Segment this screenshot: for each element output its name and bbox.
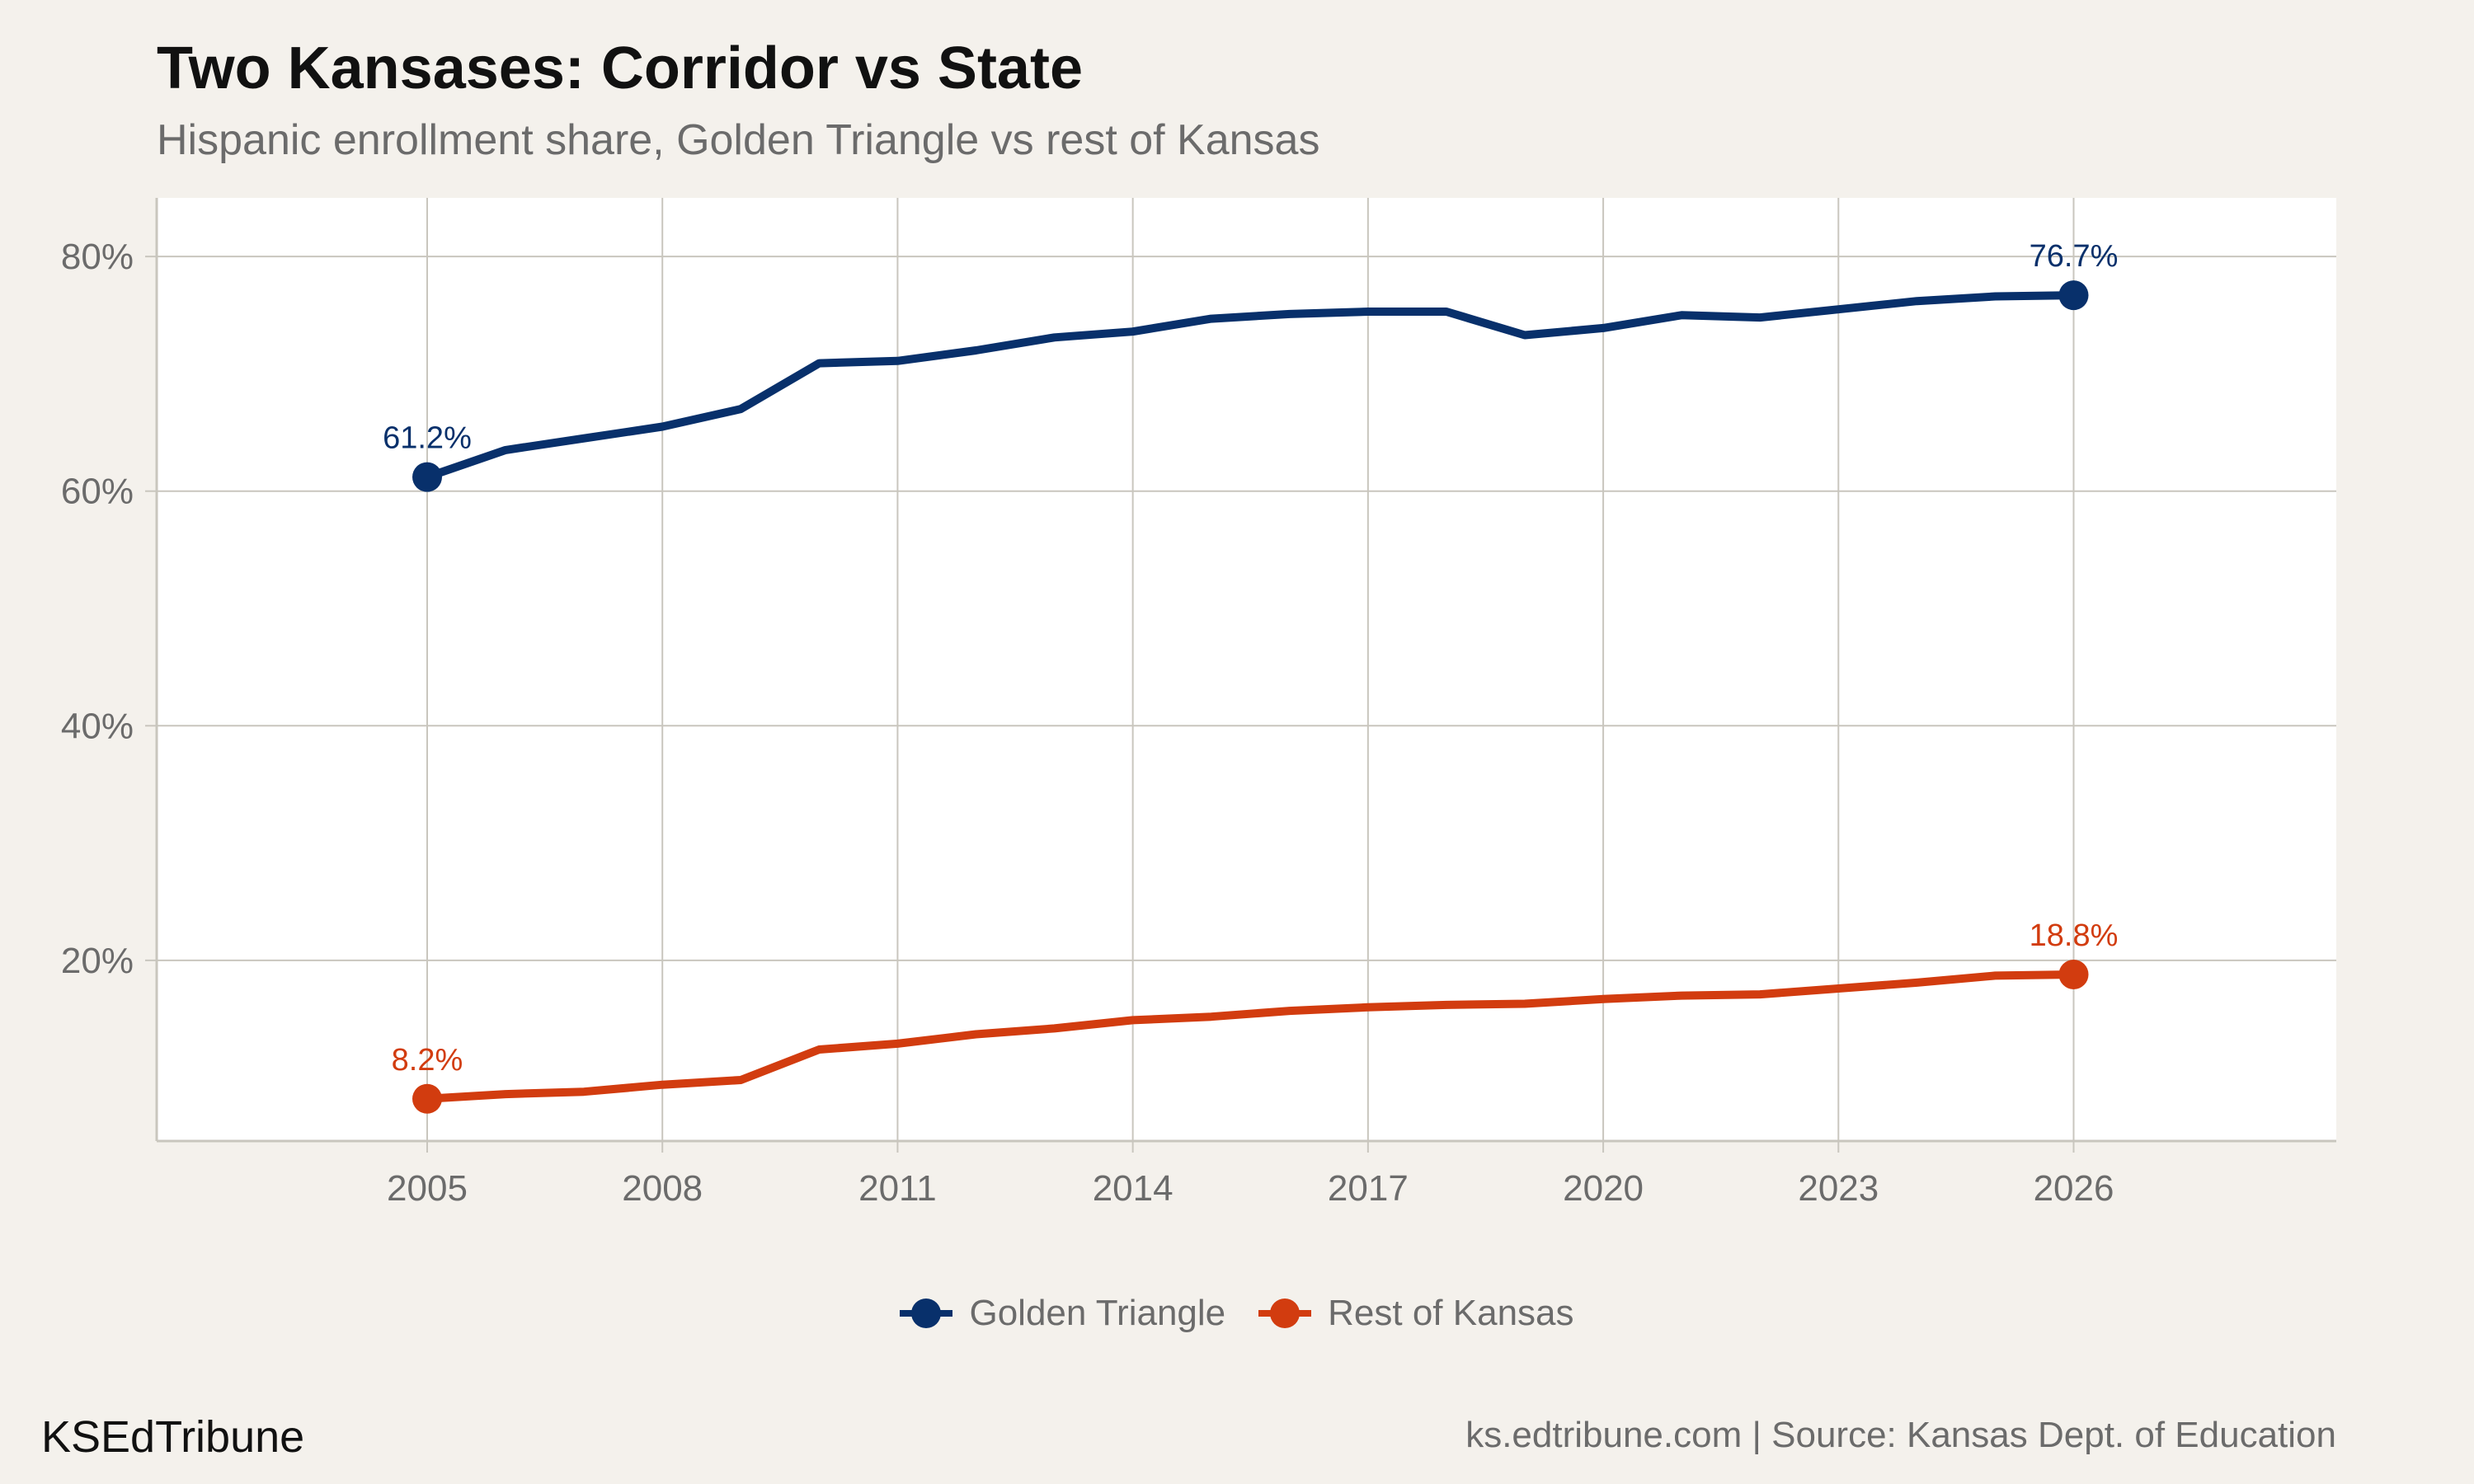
x-tick-label: 2020 [1563,1168,1644,1209]
tick-labels: 2005 2008 2011 2014 2017 2020 2023 2026 20% 40% 60… [61,237,2114,1209]
data-point-golden-triangle-2026 [2058,280,2089,311]
x-tick-label: 2026 [2034,1168,2114,1209]
brand-name: KSEdTribune [41,1412,305,1462]
legend-dot-golden-triangle [911,1298,942,1328]
chart-title: Two Kansases: Corridor vs State [157,35,1083,101]
data-label-golden-triangle-2005: 61.2% [383,421,472,456]
axes [145,198,2336,1153]
data-label-golden-triangle-2026: 76.7% [2030,239,2119,274]
x-tick-label: 2008 [622,1168,703,1209]
legend-label-rest-of-kansas: Rest of Kansas [1328,1293,1574,1333]
y-tick-label: 60% [61,472,134,512]
data-label-rest-of-kansas-2026: 18.8% [2030,918,2119,953]
legend-key-rest-of-kansas [1258,1297,1312,1330]
series-layer: 61.2% 76.7% 8.2% 18.8% [383,239,2118,1114]
data-point-rest-of-kansas-2005 [412,1083,442,1114]
chart-subtitle: Hispanic enrollment share, Golden Triang… [157,116,1320,164]
data-label-rest-of-kansas-2005: 8.2% [392,1043,463,1078]
legend-item-golden-triangle: Golden Triangle [900,1293,1225,1334]
legend-label-golden-triangle: Golden Triangle [969,1293,1226,1333]
x-tick-label: 2023 [1798,1168,1879,1209]
x-tick-label: 2005 [387,1168,468,1209]
x-tick-label: 2011 [858,1168,937,1209]
plot-panel [157,198,2336,1141]
data-point-rest-of-kansas-2026 [2058,959,2089,989]
legend-item-rest-of-kansas: Rest of Kansas [1258,1293,1574,1334]
x-tick-label: 2014 [1093,1168,1174,1209]
y-tick-label: 20% [61,941,134,981]
series-line-rest-of-kansas [423,970,2078,1103]
series-line-golden-triangle [423,291,2078,481]
legend-key-golden-triangle [900,1297,953,1330]
data-point-golden-triangle-2005 [412,462,442,492]
y-tick-label: 80% [61,237,134,277]
x-tick-label: 2017 [1328,1168,1409,1209]
y-tick-label: 40% [61,706,134,746]
legend-dot-rest-of-kansas [1270,1298,1300,1328]
source-note: ks.edtribune.com | Source: Kansas Dept. … [1465,1415,2336,1455]
legend: Golden Triangle Rest of Kansas [0,1293,2474,1334]
